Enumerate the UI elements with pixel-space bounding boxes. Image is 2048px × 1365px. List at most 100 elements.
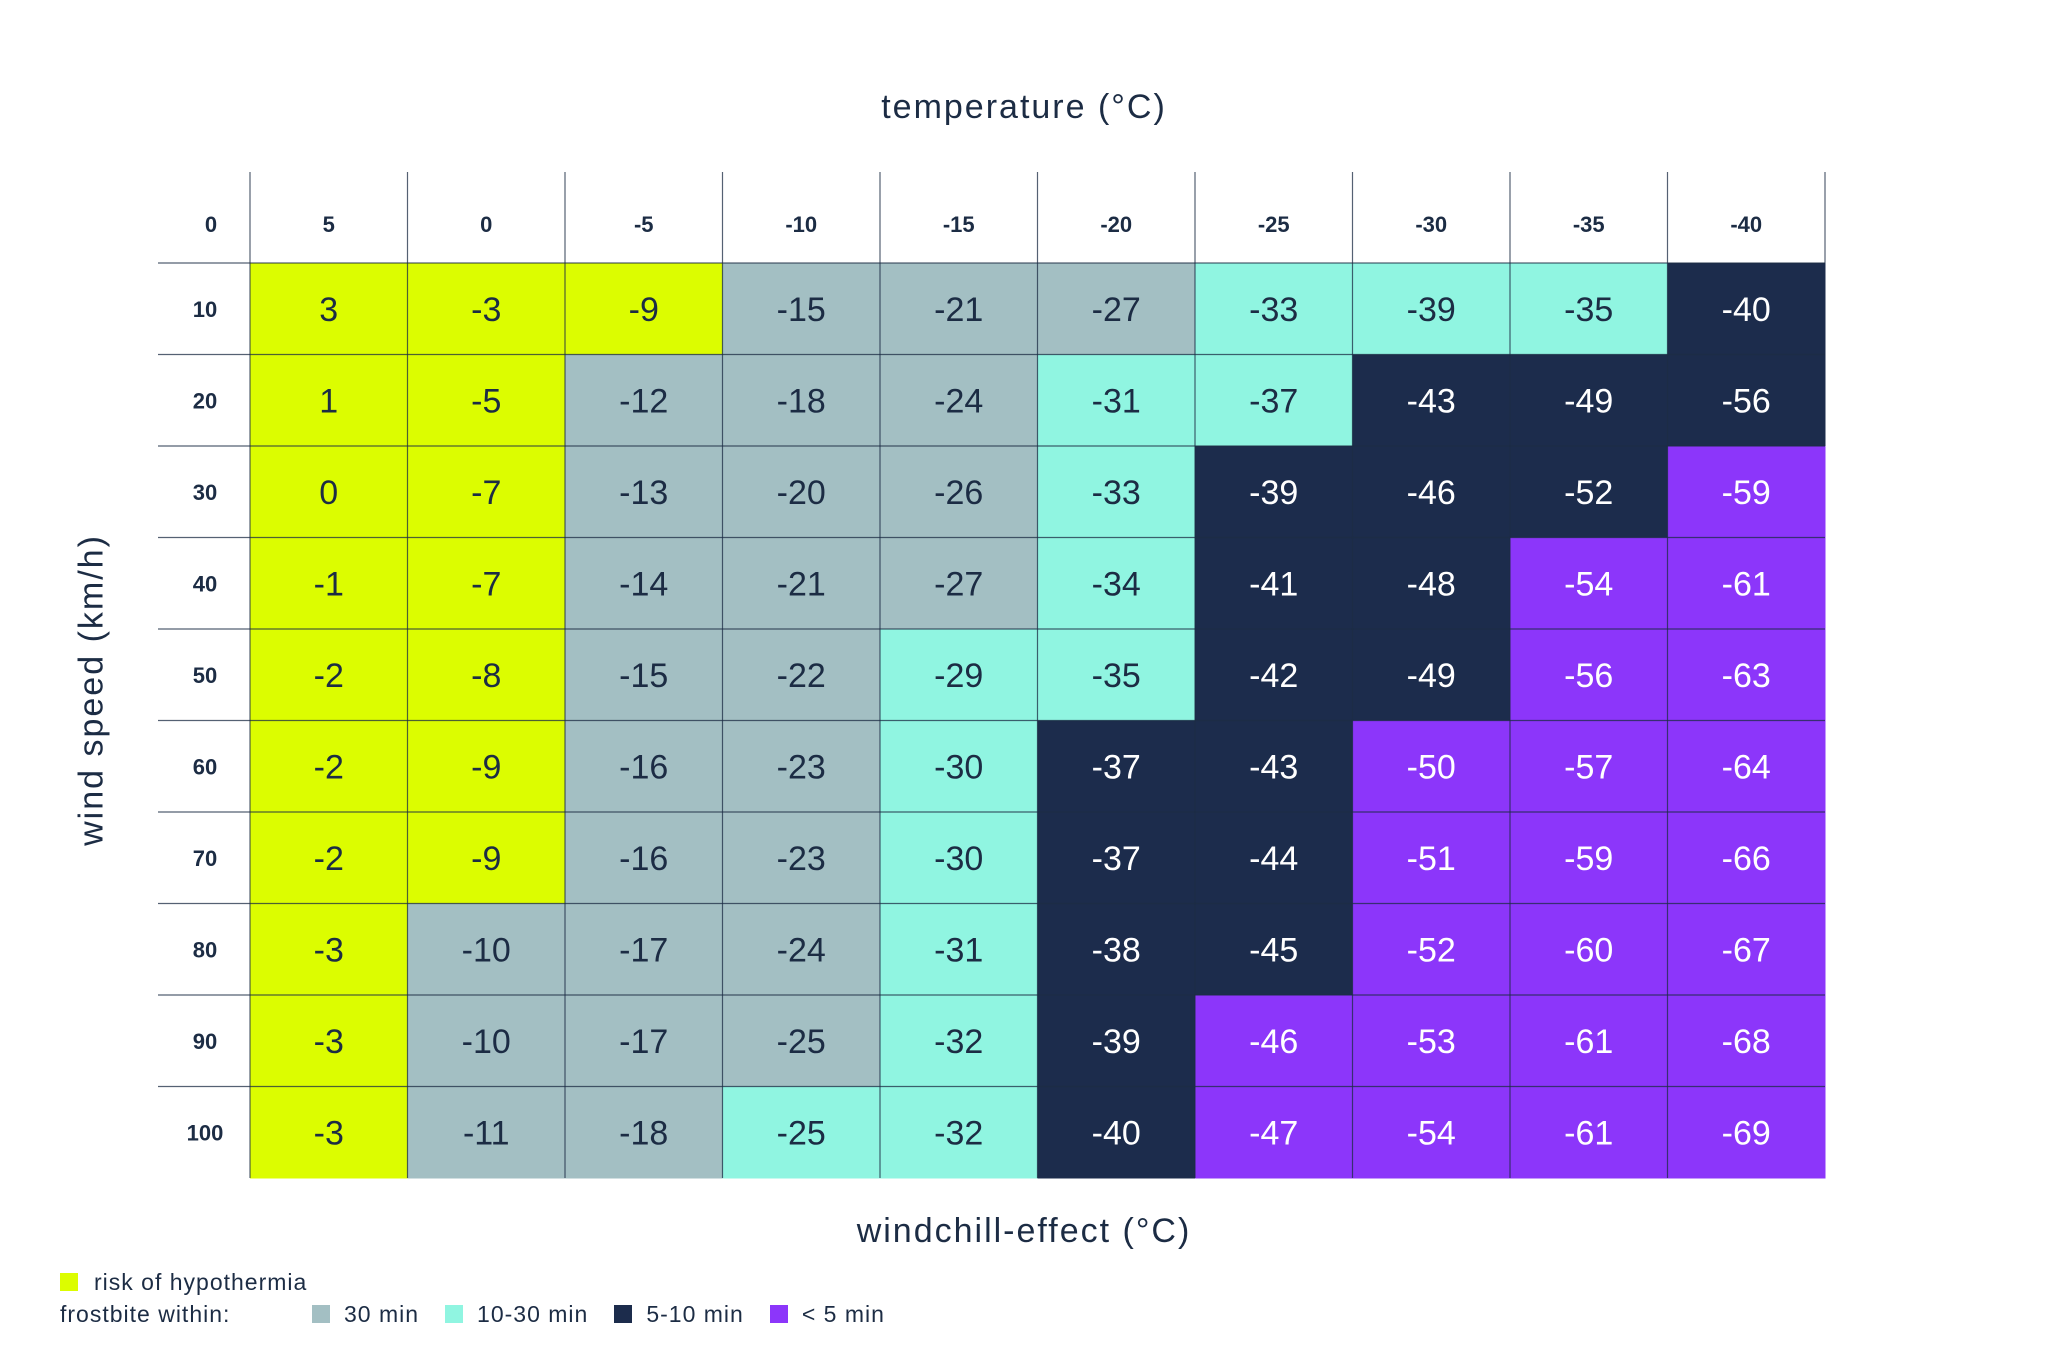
cell-value: -52 (1564, 474, 1613, 512)
cell-value: -40 (1092, 1114, 1141, 1152)
column-header: -30 (1415, 212, 1447, 237)
column-header: -5 (634, 212, 654, 237)
heatmap-cell (250, 812, 408, 904)
heatmap-cell (1352, 995, 1511, 1087)
heatmap-cell (565, 1086, 723, 1179)
heatmap-cell (250, 903, 408, 996)
heatmap-cell (1352, 629, 1511, 721)
heatmap-cell (1667, 446, 1826, 538)
cell-value: -5 (471, 382, 501, 420)
heatmap-cell (1667, 812, 1826, 904)
cell-value: -30 (934, 840, 983, 878)
heatmap-cell (1195, 537, 1353, 630)
heatmap-cell (407, 263, 566, 355)
cell-value: -12 (619, 382, 668, 420)
heatmap-cell (1195, 1086, 1353, 1179)
cell-value: -15 (777, 291, 826, 329)
heatmap-cell (1037, 354, 1196, 447)
heatmap-cell (1195, 812, 1353, 904)
cell-value: -9 (629, 291, 659, 329)
legend-swatch (614, 1305, 633, 1323)
cell-value: -46 (1407, 474, 1456, 512)
heatmap-cell (1667, 537, 1826, 630)
cell-value: -43 (1407, 382, 1456, 420)
cell-value: -27 (1092, 291, 1141, 329)
cell-value: -23 (777, 748, 826, 786)
cell-value: -43 (1249, 748, 1298, 786)
cell-value: -49 (1407, 657, 1456, 695)
heatmap-cell (250, 1086, 408, 1179)
cell-value: -23 (777, 840, 826, 878)
heatmap-cell (250, 354, 408, 447)
heatmap-cell (407, 903, 566, 996)
column-header: -15 (943, 212, 975, 237)
heatmap-cell (1195, 446, 1353, 538)
cell-value: -27 (934, 565, 983, 603)
cell-value: -61 (1564, 1023, 1613, 1061)
cell-value: -63 (1722, 657, 1771, 695)
heatmap-cell (1352, 812, 1511, 904)
column-header: -25 (1258, 212, 1290, 237)
heatmap-cell (1667, 629, 1826, 721)
cell-value: -16 (619, 748, 668, 786)
heatmap-cell (1037, 446, 1196, 538)
heatmap-cell (565, 354, 723, 447)
top-axis-title: temperature (°C) (881, 88, 1167, 126)
row-header: 90 (193, 1029, 217, 1054)
cell-value: -51 (1407, 840, 1456, 878)
heatmap-cell (1195, 629, 1353, 721)
heatmap-cell (1195, 903, 1353, 996)
cell-value: -56 (1564, 657, 1613, 695)
cell-value: -46 (1249, 1023, 1298, 1061)
heatmap-cell (880, 629, 1038, 721)
heatmap-cell (880, 1086, 1038, 1179)
legend-swatch (445, 1305, 464, 1323)
heatmap-cell (250, 446, 408, 538)
cell-value: -18 (619, 1114, 668, 1152)
heatmap-cell (722, 537, 881, 630)
cell-value: -41 (1249, 565, 1298, 603)
heatmap-cell (1037, 720, 1196, 813)
heatmap-cell (722, 629, 881, 721)
cell-value: -10 (462, 1023, 511, 1061)
cell-value: -15 (619, 657, 668, 695)
heatmap-cell (407, 812, 566, 904)
heatmap-cell (565, 446, 723, 538)
heatmap-cell (1352, 263, 1511, 355)
heatmap-cell (250, 995, 408, 1087)
cell-value: -33 (1092, 474, 1141, 512)
heatmap-cell (565, 995, 723, 1087)
heatmap-cell (407, 354, 566, 447)
column-header: -40 (1730, 212, 1762, 237)
heatmap-cell (722, 446, 881, 538)
cell-value: -54 (1564, 565, 1613, 603)
heatmap-cell (1667, 1086, 1826, 1179)
cell-value: -20 (777, 474, 826, 512)
heatmap-cell (1510, 446, 1668, 538)
heatmap-cell (722, 263, 881, 355)
heatmap-cell (407, 629, 566, 721)
heatmap-cell (1667, 995, 1826, 1087)
row-header: 80 (193, 937, 217, 962)
legend-hypothermia-label: risk of hypothermia (94, 1268, 308, 1295)
heatmap-cell (1037, 812, 1196, 904)
heatmap-cell (250, 263, 408, 355)
heatmap-cell (1667, 263, 1826, 355)
heatmap-cell (880, 537, 1038, 630)
heatmap-cell (250, 537, 408, 630)
cell-value: -64 (1722, 748, 1771, 786)
cell-value: -32 (934, 1023, 983, 1061)
row-header: 40 (193, 571, 217, 596)
cell-value: -13 (619, 474, 668, 512)
cell-value: -44 (1249, 840, 1298, 878)
cell-value: -30 (934, 748, 983, 786)
legend-item-under-5min: < 5 min (769, 1301, 885, 1328)
heatmap-cell (1352, 446, 1511, 538)
legend-item-label: 30 min (344, 1300, 420, 1327)
column-header: 5 (323, 212, 335, 237)
heatmap-cell (722, 812, 881, 904)
cell-value: -8 (471, 657, 501, 695)
heatmap-cell (1510, 720, 1668, 813)
cell-value: -31 (934, 931, 983, 969)
bottom-axis-title: windchill-effect (°C) (856, 1212, 1192, 1250)
